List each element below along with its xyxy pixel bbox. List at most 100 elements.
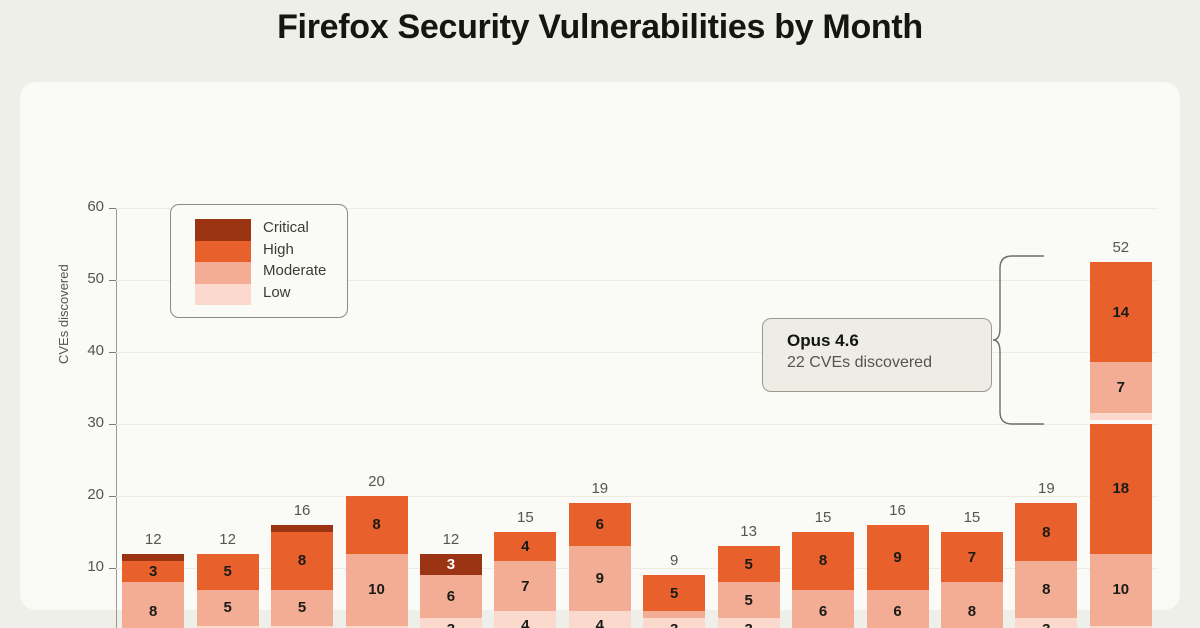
legend-swatch-critical <box>195 219 251 241</box>
y-tick-label: 10 <box>87 558 104 575</box>
bar-segment-moderate[interactable]: 6 <box>792 589 855 628</box>
y-tick-mark <box>109 423 116 425</box>
bar-total-label: 19 <box>1038 480 1055 498</box>
bar-segment-low[interactable] <box>271 625 334 628</box>
bar-group[interactable]: 10 18 7 14 52 <box>1089 208 1152 628</box>
bar-total-label: 12 <box>144 530 162 548</box>
y-tick-mark <box>109 351 116 353</box>
bar-total-label: 13 <box>740 523 757 541</box>
gridline <box>116 424 1158 425</box>
bar-group[interactable]: 35513 <box>717 208 780 628</box>
bar-segment-high[interactable]: 8 <box>345 496 408 554</box>
chart-panel: CVEs discovered 0102030405060 8312551258… <box>20 82 1180 628</box>
bar-segment-moderate[interactable]: 8 <box>122 582 185 628</box>
bar-segment-moderate[interactable] <box>643 611 706 619</box>
bar-total-label: 12 <box>219 530 236 548</box>
legend-swatches <box>195 219 251 305</box>
legend-labels: Critical High Moderate Low <box>263 217 326 303</box>
bar-segment-moderate[interactable]: 10 <box>1089 553 1152 626</box>
bar-segment-critical[interactable] <box>122 553 185 561</box>
bar-total-label: 20 <box>368 473 385 490</box>
bar-segment-critical[interactable] <box>271 524 334 532</box>
bar-group[interactable]: 363 12 <box>419 208 482 628</box>
bar-segment-high[interactable]: 6 <box>568 503 631 547</box>
gridline <box>116 496 1158 497</box>
bar-group[interactable]: 8 7 15 <box>940 208 1003 628</box>
bar-group[interactable]: 6 8 15 <box>792 208 855 628</box>
bar-segment-opus-high[interactable]: 14 <box>1089 261 1152 363</box>
gridline <box>116 568 1158 569</box>
bar-segment-moderate[interactable]: 10 <box>345 553 408 626</box>
annotation-brace <box>992 255 1044 425</box>
bar-segment-low[interactable] <box>345 625 408 628</box>
opus-callout: Opus 4.6 22 CVEs discovered <box>762 318 992 392</box>
bar-segment-moderate[interactable]: 6 <box>419 575 482 619</box>
bar-segment-high[interactable]: 18 <box>1089 424 1152 554</box>
bar-group[interactable]: 6 9 16 <box>866 208 929 628</box>
bar-segment-high[interactable]: 8 <box>1015 503 1078 561</box>
bar-segment-high[interactable]: 5 <box>717 546 780 583</box>
bar-group[interactable]: 10 8 20 <box>345 208 408 628</box>
y-axis-line <box>116 208 117 628</box>
bar-segment-low[interactable]: 3 <box>1015 618 1078 628</box>
bar-segment-low[interactable]: 4 <box>494 611 557 628</box>
bar-segment-moderate[interactable]: 6 <box>866 589 929 628</box>
bar-total-label: 9 <box>670 552 679 570</box>
bar-segment-critical[interactable]: 3 <box>419 553 482 576</box>
gridline <box>116 352 1158 353</box>
bar-segment-low[interactable]: 3 <box>419 618 482 628</box>
bar-segment-opus-low[interactable] <box>1089 412 1152 421</box>
bar-segment-high[interactable]: 3 <box>122 560 185 583</box>
bar-segment-low[interactable] <box>196 625 259 628</box>
bar-segment-moderate[interactable]: 8 <box>1015 560 1078 619</box>
bar-segment-high[interactable]: 9 <box>866 524 929 590</box>
bar-segment-moderate[interactable]: 9 <box>568 546 631 612</box>
page-title: Firefox Security Vulnerabilities by Mont… <box>277 8 923 46</box>
bar-group[interactable]: 38819 <box>1015 208 1078 628</box>
bar-group[interactable]: 3 5 9 <box>643 208 706 628</box>
y-tick-label: 20 <box>87 486 104 503</box>
bar-total-label: 16 <box>889 501 906 519</box>
bar-segment-moderate[interactable]: 5 <box>271 589 334 626</box>
y-tick-label: 60 <box>87 198 104 215</box>
bar-group[interactable]: 4 9 6 19 <box>568 208 631 628</box>
bar-group[interactable]: 5 5 12 <box>196 208 259 628</box>
bar-total-label: 15 <box>517 509 534 526</box>
bar-group[interactable]: 4 7 4 15 <box>494 208 557 628</box>
bar-total-label: 19 <box>591 480 609 498</box>
plot-area: 0102030405060 83125512581610820363124741… <box>87 198 1158 628</box>
y-tick-mark <box>109 279 116 281</box>
bar-total-label: 15 <box>963 509 981 526</box>
bar-segment-high[interactable]: 5 <box>643 575 706 612</box>
y-tick-label: 40 <box>87 342 104 359</box>
bar-segment-low[interactable] <box>1089 625 1152 628</box>
bar-segment-low[interactable]: 4 <box>568 611 631 628</box>
bar-segment-moderate[interactable]: 5 <box>717 582 780 619</box>
bar-segment-high[interactable]: 5 <box>196 553 259 590</box>
y-axis-label: CVEs discovered <box>56 264 71 364</box>
y-tick-mark <box>109 567 116 569</box>
bar-segment-moderate[interactable]: 5 <box>196 589 259 626</box>
legend-label-low: Low <box>263 283 291 301</box>
legend-swatch-high <box>195 240 251 262</box>
y-tick-label: 30 <box>87 414 104 431</box>
gridline <box>116 280 1158 281</box>
bar-segment-high[interactable]: 8 <box>792 532 855 590</box>
legend-swatch-low <box>195 283 251 305</box>
callout-title: Opus 4.6 <box>787 331 859 350</box>
bar-segment-low[interactable]: 3 <box>643 618 706 628</box>
bar-segment-moderate[interactable]: 7 <box>494 560 557 612</box>
bar-segment-high[interactable]: 7 <box>940 532 1003 583</box>
bar-segment-opus-moderate[interactable]: 7 <box>1089 362 1152 413</box>
bar-group[interactable]: 5 8 16 <box>271 208 334 628</box>
bar-segment-high[interactable]: 4 <box>494 532 557 561</box>
bar-segment-high[interactable]: 8 <box>271 532 334 590</box>
bar-total-label: 52 <box>1112 238 1130 256</box>
legend-label-critical: Critical <box>263 219 309 236</box>
bar-total-label: 12 <box>442 530 460 548</box>
legend-swatch-moderate <box>195 262 251 284</box>
bar-group[interactable]: 8 3 12 <box>122 208 185 628</box>
bar-segment-low[interactable]: 3 <box>717 618 780 628</box>
bar-segment-moderate[interactable]: 8 <box>940 582 1003 628</box>
callout-subtitle: 22 CVEs discovered <box>787 354 932 371</box>
